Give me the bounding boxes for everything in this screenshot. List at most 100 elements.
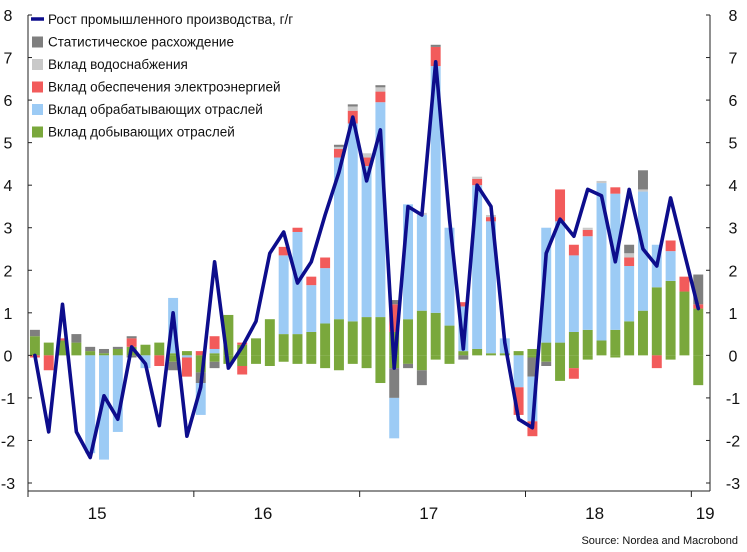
- bar-mining-neg: [527, 355, 538, 358]
- bar-stat-neg: [541, 361, 552, 366]
- bar-mining: [209, 353, 220, 356]
- axes-layer: -3 -3 -2 -2 -1 -1 0 0 1 1 2 2 3 3 4 4 5 5 6 6 7 7 8 8 15 16 17 18 19: [1, 8, 740, 523]
- bar-manuf: [403, 204, 414, 320]
- bar-manuf: [361, 166, 372, 318]
- y-tick-label-right: 6: [729, 93, 738, 110]
- legend-label-mining: Вклад добывающих отраслей: [48, 125, 235, 140]
- bar-water: [596, 180, 607, 184]
- line-layer: [33, 59, 701, 460]
- bar-mining: [333, 319, 344, 356]
- bar-stat: [693, 274, 704, 305]
- bar-stat: [347, 104, 358, 107]
- legend-swatch-manuf: [32, 104, 43, 115]
- bar-mining: [264, 319, 275, 356]
- bar-elec: [610, 187, 621, 194]
- y-tick-label-left: 1: [4, 306, 13, 323]
- bar-mining: [513, 351, 524, 356]
- bar-mining-neg: [610, 355, 621, 358]
- bar-stat: [375, 85, 386, 88]
- legend-swatch-water: [32, 59, 43, 70]
- bar-stat-neg: [458, 355, 469, 360]
- bar-mining-neg: [416, 355, 427, 371]
- bar-mining-neg: [278, 355, 289, 362]
- bar-elec: [320, 257, 331, 269]
- bar-stat: [624, 244, 635, 254]
- bars-layer: [29, 44, 704, 460]
- bar-water: [582, 227, 593, 230]
- bar-mining: [306, 331, 317, 356]
- bar-mining: [596, 340, 607, 356]
- bar-mining: [665, 280, 676, 356]
- bar-stat: [126, 336, 137, 339]
- bar-manuf: [333, 157, 344, 320]
- bar-elec-neg: [154, 355, 165, 366]
- legend-label-line: Рост промышленного производства, г/г: [48, 12, 293, 27]
- bar-mining: [168, 353, 179, 356]
- bar-manuf: [416, 214, 427, 311]
- bar-manuf: [596, 183, 607, 341]
- bar-manuf-neg: [112, 355, 123, 432]
- bar-mining-neg: [375, 355, 386, 384]
- bar-manuf-neg: [99, 355, 109, 460]
- bar-manuf-neg: [527, 376, 538, 422]
- y-tick-label-left: 6: [4, 93, 13, 110]
- bar-mining-neg: [209, 355, 220, 362]
- bar-manuf: [582, 236, 593, 330]
- bar-mining: [610, 329, 621, 356]
- bar-stat: [71, 334, 82, 343]
- y-tick-label-right: -3: [726, 476, 740, 493]
- bar-mining: [361, 317, 372, 356]
- bar-manuf-neg: [513, 355, 524, 388]
- x-year-label: 17: [419, 504, 438, 523]
- bar-mining: [555, 342, 566, 356]
- y-tick-label-left: 2: [4, 263, 13, 280]
- bar-elec: [195, 351, 206, 356]
- bar-manuf-neg: [181, 355, 192, 358]
- bar-manuf: [278, 255, 289, 335]
- bar-manuf: [568, 255, 579, 332]
- bar-mining: [403, 319, 414, 356]
- bar-mining: [485, 353, 496, 356]
- y-tick-label-left: -3: [1, 476, 15, 493]
- legend-label-stat: Статистическое расхождение: [48, 35, 234, 50]
- bar-elec: [57, 338, 68, 341]
- y-tick-label-left: 8: [4, 8, 13, 25]
- bar-elec: [292, 227, 303, 232]
- bar-water: [375, 87, 386, 92]
- bar-elec: [472, 178, 483, 186]
- bar-manuf: [444, 227, 455, 326]
- legend-swatch-stat: [32, 36, 43, 48]
- bar-mining: [347, 321, 358, 356]
- bar-stat-neg: [403, 363, 414, 369]
- bar-elec: [582, 229, 593, 237]
- y-tick-label-left: 3: [4, 221, 13, 238]
- bar-mining-neg: [195, 355, 206, 373]
- bar-elec: [278, 246, 289, 256]
- bar-mining: [624, 321, 635, 356]
- bar-mining: [320, 323, 331, 356]
- y-tick-label-right: -1: [726, 391, 740, 408]
- bar-mining: [99, 353, 109, 356]
- y-tick-label-right: 5: [729, 136, 738, 153]
- y-tick-label-left: -2: [1, 433, 15, 450]
- y-tick-label-right: 2: [729, 263, 738, 280]
- bar-water: [347, 106, 358, 111]
- bar-mining: [278, 334, 289, 356]
- legend: Рост промышленного производства, г/г Стат…: [31, 12, 293, 140]
- bar-mining: [582, 329, 593, 356]
- bar-manuf: [347, 123, 358, 322]
- legend-label-manuf: Вклад обрабатывающих отраслей: [48, 102, 263, 117]
- bar-mining-neg: [251, 355, 261, 364]
- legend-label-elec: Вклад обеспечения электроэнергией: [48, 80, 281, 95]
- bar-stat-neg: [389, 368, 400, 398]
- bar-elec-neg: [513, 387, 524, 415]
- bar-mining-neg: [361, 355, 372, 369]
- bar-elec-neg: [568, 368, 579, 379]
- bar-mining: [71, 342, 82, 356]
- bar-mining-neg: [306, 355, 317, 364]
- bar-manuf: [375, 102, 386, 318]
- bar-stat-neg: [209, 361, 220, 369]
- y-tick-label-right: 4: [729, 178, 738, 195]
- bar-elec: [665, 240, 676, 252]
